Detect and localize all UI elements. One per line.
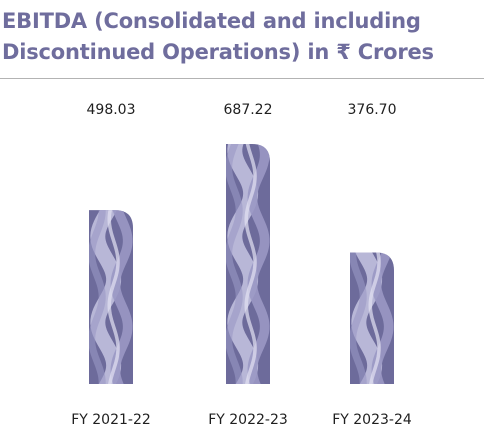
value-label-3: 376.70 xyxy=(348,102,397,118)
bar-1 xyxy=(89,210,133,384)
category-label-1: FY 2021-22 xyxy=(71,412,151,428)
chart-title: EBITDA (Consolidated and including Disco… xyxy=(2,6,482,68)
labels-layer: 498.03 FY 2021-22 687.22 FY 2022-23 376.70 FY… xyxy=(71,102,412,428)
value-label-1: 498.03 xyxy=(87,102,136,118)
category-label-3: FY 2023-24 xyxy=(332,412,412,428)
bar-1-wave-pattern xyxy=(89,210,133,384)
category-label-2: FY 2022-23 xyxy=(208,412,288,428)
chart-title-line-2: Discontinued Operations) in ₹ Crores xyxy=(2,40,434,64)
bar-2-wave-pattern xyxy=(226,144,270,384)
value-label-2: 687.22 xyxy=(224,102,273,118)
bar-2 xyxy=(226,144,270,384)
bar-3-wave-pattern xyxy=(350,252,394,384)
bar-3 xyxy=(350,252,394,384)
chart-title-line-1: EBITDA (Consolidated and including xyxy=(2,9,421,33)
title-divider xyxy=(0,78,484,79)
bars-layer xyxy=(89,144,394,384)
